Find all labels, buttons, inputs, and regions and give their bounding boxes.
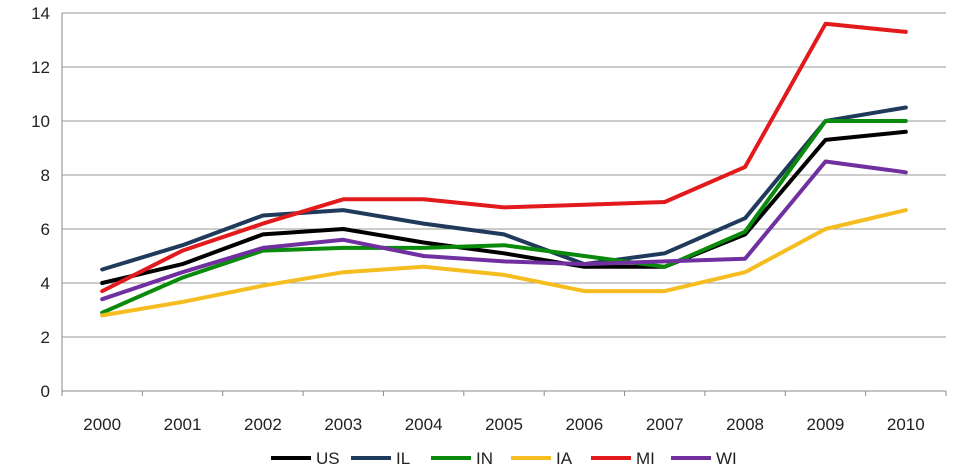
legend-label-il: IL [396,449,410,468]
x-tick-label: 2010 [887,415,925,434]
series-line-mi [100,21,908,294]
x-tick-label: 2007 [646,415,684,434]
series-line-ia [100,208,908,318]
series-lines [100,21,908,318]
x-tick-label: 2000 [83,415,121,434]
series-line-us [100,129,908,285]
y-tick-label: 0 [41,382,50,401]
legend-label-in: IN [476,449,493,468]
legend: US IL IN IA MI WI [271,449,737,468]
legend-label-ia: IA [556,449,573,468]
legend-label-us: US [316,449,340,468]
series-line-in [100,119,908,315]
y-axis-ticks: 0 2 4 6 8 10 12 14 [31,4,50,401]
x-tick-label: 2008 [726,415,764,434]
legend-label-wi: WI [716,449,737,468]
y-tick-label: 12 [31,58,50,77]
series-line-il [100,105,908,272]
x-tick-label: 2009 [807,415,845,434]
legend-label-mi: MI [636,449,655,468]
gridlines [62,12,946,338]
y-tick-label: 6 [41,220,50,239]
y-tick-label: 14 [31,4,50,23]
x-tick-label: 2001 [164,415,202,434]
x-tick-label: 2003 [324,415,362,434]
x-tick-label: 2006 [565,415,603,434]
x-tick-label: 2002 [244,415,282,434]
x-axis-ticks: 2000 2001 2002 2003 2004 2005 2006 2007 2008 2009… [83,415,924,434]
y-tick-label: 10 [31,112,50,131]
y-tick-label: 2 [41,328,50,347]
y-tick-label: 4 [41,274,50,293]
axes [61,13,947,396]
x-tick-label: 2005 [485,415,523,434]
x-tick-label: 2004 [405,415,443,434]
y-tick-label: 8 [41,166,50,185]
series-line-wi [100,159,908,302]
